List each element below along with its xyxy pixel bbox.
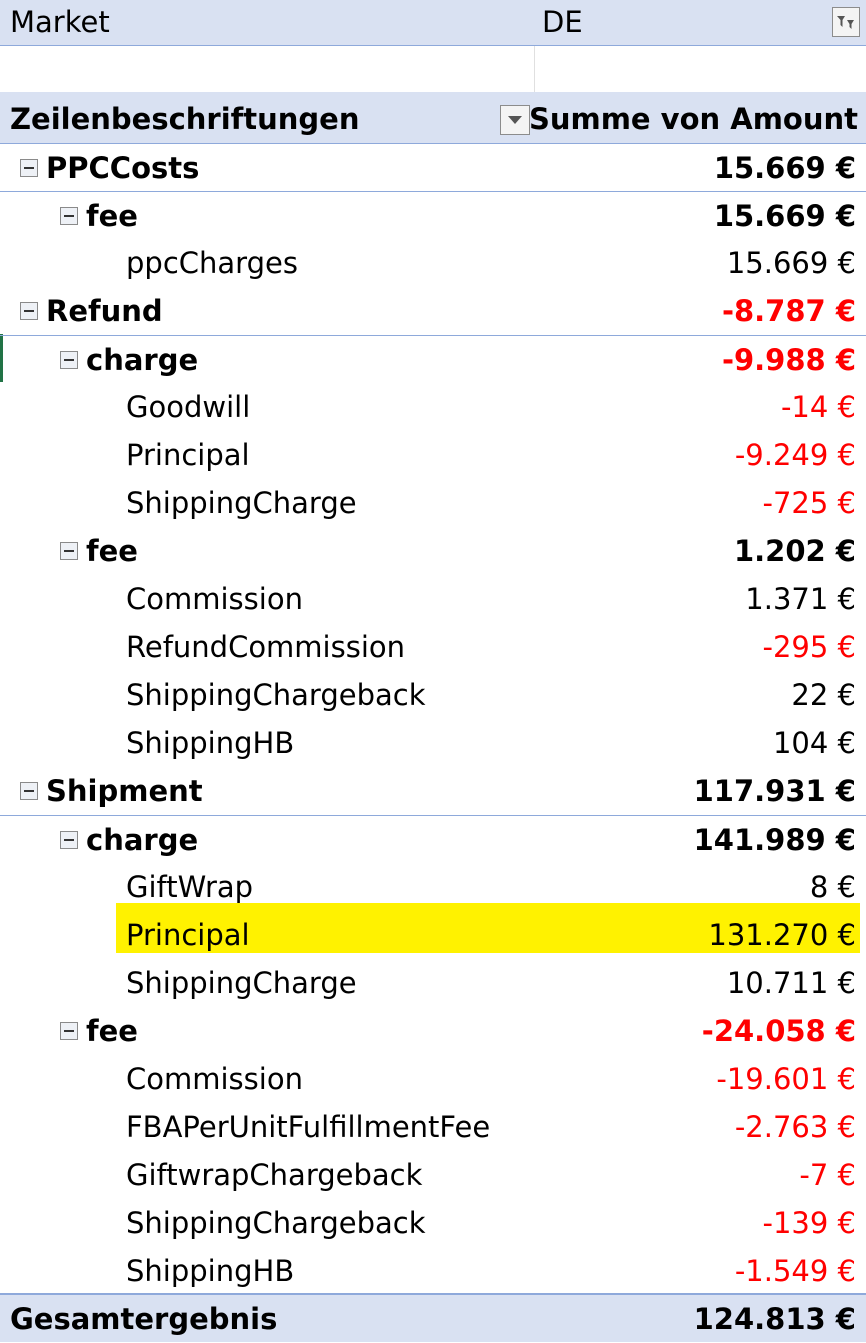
row-label: ShippingCharge [126,486,357,520]
collapse-icon[interactable] [60,1022,78,1040]
collapse-icon[interactable] [60,542,78,560]
pivot-row-level3[interactable]: GiftwrapChargeback -7 € [0,1151,866,1199]
pivot-row-level3[interactable]: ShippingChargeback 22 € [0,671,866,719]
funnel-filter-icon [837,16,854,29]
row-value: 1.202 € [733,534,856,568]
row-label: Goodwill [126,390,251,424]
row-value: -2.763 € [734,1110,856,1144]
row-label: ppcCharges [126,246,298,280]
row-label: ShippingChargeback [126,678,426,712]
row-label: fee [86,199,138,233]
row-label: Refund [46,294,163,328]
blank-row [0,46,866,92]
collapse-icon[interactable] [20,302,38,320]
row-value: 15.669 € [713,151,856,185]
pivot-row-level3[interactable]: Commission 1.371 € [0,575,866,623]
pivot-row-level2[interactable]: fee -24.058 € [0,1007,866,1055]
filter-dropdown-button[interactable] [832,7,860,37]
row-value: 1.371 € [745,582,856,616]
row-value: -24.058 € [701,1014,856,1048]
pivot-row-level3[interactable]: Commission -19.601 € [0,1055,866,1103]
row-label: PPCCosts [46,151,200,185]
collapse-icon[interactable] [20,782,38,800]
row-value: 104 € [772,726,856,760]
pivot-row-level3[interactable]: ShippingHB 104 € [0,719,866,767]
sum-header: Summe von Amount [528,102,858,136]
row-value: -9.988 € [721,343,856,377]
pivot-row-level3[interactable]: Goodwill -14 € [0,383,866,431]
row-value: 131.270 € [708,918,856,952]
row-value: 141.989 € [693,823,856,857]
pivot-row-level3-selected[interactable]: Principal 131.270 € [0,911,866,959]
row-value: 117.931 € [693,774,856,808]
pivot-row-level1[interactable]: Shipment 117.931 € [0,767,866,815]
collapse-icon[interactable] [60,207,78,225]
row-value: -139 € [762,1206,857,1240]
pivot-row-level3[interactable]: ShippingHB -1.549 € [0,1247,866,1295]
row-value: -8.787 € [721,294,856,328]
row-label: ShippingHB [126,726,295,760]
pivot-row-level3[interactable]: ShippingCharge -725 € [0,479,866,527]
collapse-icon[interactable] [60,831,78,849]
pivot-row-level2[interactable]: fee 15.669 € [0,191,866,239]
row-label: Principal [126,918,250,952]
pivot-row-level3[interactable]: ShippingChargeback -139 € [0,1199,866,1247]
pivot-row-level1[interactable]: Refund -8.787 € [0,287,866,335]
row-labels-header: Zeilenbeschriftungen [10,102,360,136]
row-label: charge [86,823,199,857]
collapse-icon[interactable] [20,159,38,177]
row-label: Shipment [46,774,203,808]
row-value: -295 € [762,630,857,664]
pivot-row-level3[interactable]: GiftWrap 8 € [0,863,866,911]
row-value: 8 € [809,870,856,904]
pivot-row-level3[interactable]: ShippingCharge 10.711 € [0,959,866,1007]
row-label: ShippingCharge [126,966,357,1000]
row-label: FBAPerUnitFulfillmentFee [126,1110,491,1144]
column-divider [534,46,535,92]
filter-field-label: Market [10,5,110,39]
collapse-icon[interactable] [60,351,78,369]
pivot-row-level2[interactable]: charge 141.989 € [0,815,866,863]
row-value: -19.601 € [716,1062,856,1096]
row-value: -1.549 € [734,1254,856,1288]
row-label: RefundCommission [126,630,406,664]
row-label: GiftwrapChargeback [126,1158,423,1192]
row-label: fee [86,1014,138,1048]
pivot-row-level3[interactable]: FBAPerUnitFulfillmentFee -2.763 € [0,1103,866,1151]
grand-total-row[interactable]: Gesamtergebnis 124.813 € [0,1293,866,1342]
row-value: -14 € [780,390,856,424]
row-labels-dropdown-icon[interactable] [500,105,530,135]
pivot-row-level1[interactable]: PPCCosts 15.669 € [0,143,866,191]
filter-value[interactable]: DE [542,5,583,39]
row-value: -9.249 € [734,438,856,472]
grand-total-label: Gesamtergebnis [10,1302,278,1336]
row-value: -7 € [799,1158,856,1192]
row-label: charge [86,343,199,377]
row-label: GiftWrap [126,870,254,904]
pivot-header-row: Zeilenbeschriftungen Summe von Amount [0,92,866,144]
row-value: 15.669 € [713,199,856,233]
row-label: Commission [126,1062,303,1096]
row-label: ShippingChargeback [126,1206,426,1240]
pivot-row-level3[interactable]: Principal -9.249 € [0,431,866,479]
grand-total-value: 124.813 € [693,1302,856,1336]
row-label: Principal [126,438,250,472]
pivot-row-level2[interactable]: fee 1.202 € [0,527,866,575]
row-label: ShippingHB [126,1254,295,1288]
highlighted-cell [116,903,860,953]
row-value: 22 € [791,678,856,712]
row-label: fee [86,534,138,568]
pivot-row-level3[interactable]: RefundCommission -295 € [0,623,866,671]
pivot-row-level3[interactable]: ppcCharges 15.669 € [0,239,866,287]
row-value: 15.669 € [726,246,856,280]
active-row-indicator [0,334,3,382]
row-label: Commission [126,582,303,616]
row-value: -725 € [762,486,857,520]
row-value: 10.711 € [726,966,856,1000]
report-filter-row: Market DE [0,0,866,46]
pivot-row-level2[interactable]: charge -9.988 € [0,335,866,383]
